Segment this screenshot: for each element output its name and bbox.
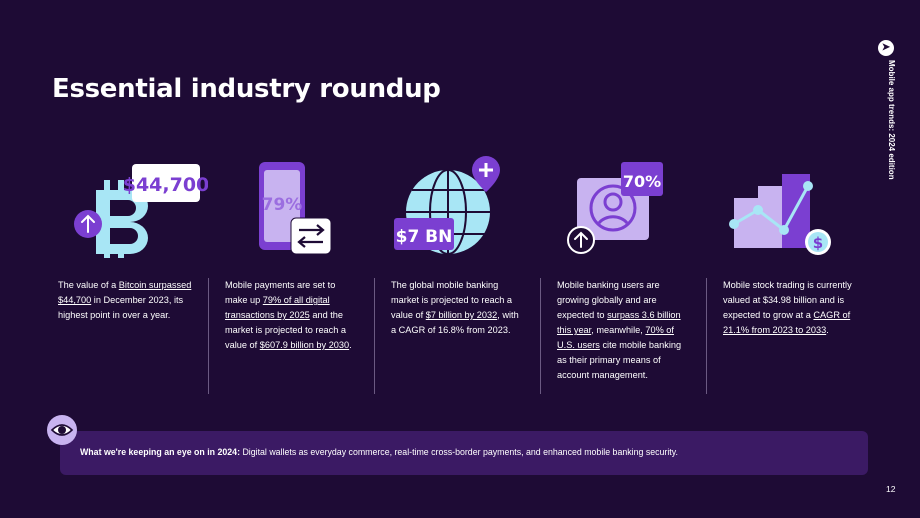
stat-text: The global mobile banking market is proj… <box>375 278 525 338</box>
mobile-percent-label: 79% <box>262 195 303 215</box>
stats-columns: The value of a Bitcoin surpassed $44,700… <box>42 278 876 394</box>
stat-text-segment: Mobile payments are set to make up <box>225 280 336 305</box>
stat-text: Mobile banking users are growing globall… <box>541 278 691 383</box>
bitcoin-price-label: $44,700 <box>123 174 208 196</box>
stat-link[interactable]: 70% of U.S. users <box>557 325 674 350</box>
stat-link[interactable]: $7 billion by 2032 <box>425 310 498 320</box>
watch-banner: What we're keeping an eye on in 2024: Di… <box>60 431 868 475</box>
page-title: Essential industry roundup <box>52 74 441 104</box>
stat-text-segment: Mobile stock trading is currently valued… <box>723 280 852 320</box>
stat-text-segment: cite mobile banking as their primary mea… <box>557 340 682 380</box>
stat-link[interactable]: surpass 3.6 billion this year <box>557 310 681 335</box>
stat-text-segment: The value of a <box>58 280 119 290</box>
stat-text-segment: and the market is projected to reach a v… <box>225 310 347 350</box>
globe-icon: $7 BN <box>394 156 500 255</box>
eye-icon <box>47 415 77 445</box>
globe-icon-group: $7 BN <box>392 154 504 258</box>
bitcoin-icon-group: $44,700 <box>68 160 209 260</box>
stat-text: Mobile stock trading is currently valued… <box>707 278 857 338</box>
stat-text-segment: . <box>349 340 352 350</box>
stat-text-segment: . <box>826 325 829 335</box>
page-number: 12 <box>886 484 896 494</box>
stat-text-segment: The global mobile banking market is proj… <box>391 280 513 320</box>
brand-logo-icon: ➤ <box>878 40 894 56</box>
stock-chart-icon: $ <box>729 174 831 255</box>
banner-text: What we're keeping an eye on in 2024: Di… <box>80 447 678 457</box>
stat-column: The value of a Bitcoin surpassed $44,700… <box>42 278 192 394</box>
stat-link[interactable]: Bitcoin surpassed $44,700 <box>58 280 192 305</box>
side-label: ➤ Mobile app trends: 2024 edition <box>878 40 898 210</box>
stat-text-segment: Mobile banking users are growing globall… <box>557 280 660 320</box>
stat-text-segment: , meanwhile, <box>591 325 646 335</box>
bitcoin-icon: $44,700 <box>74 164 209 258</box>
stat-column: Mobile banking users are growing globall… <box>540 278 691 394</box>
side-label-text: Mobile app trends: 2024 edition <box>887 60 896 180</box>
stat-column: The global mobile banking market is proj… <box>374 278 525 394</box>
global-value-label: $7 BN <box>396 227 453 247</box>
banner-body: Digital wallets as everyday commerce, re… <box>240 447 678 457</box>
stat-link[interactable]: 79% of all digital transactions by 2025 <box>225 295 330 320</box>
users-percent-label: 70% <box>623 172 661 191</box>
stat-column: Mobile stock trading is currently valued… <box>706 278 857 394</box>
stat-text: The value of a Bitcoin surpassed $44,700… <box>42 278 192 323</box>
stat-text-segment: in December 2023, its highest point in o… <box>58 295 184 320</box>
stat-link[interactable]: $607.9 billion by 2030 <box>259 340 350 350</box>
mobile-payment-icon-group: 79% <box>255 158 335 258</box>
stat-text-segment: , with a CAGR of 16.8% from 2023. <box>391 310 519 335</box>
user-icon-group: 70% <box>563 160 673 260</box>
user-profile-icon: 70% <box>567 162 663 254</box>
stat-text: Mobile payments are set to make up 79% o… <box>209 278 359 353</box>
stat-column: Mobile payments are set to make up 79% o… <box>208 278 359 394</box>
phone-icon: 79% <box>259 162 332 255</box>
stat-link[interactable]: CAGR of 21.1% from 2023 to 2033 <box>723 310 851 335</box>
stock-chart-icon-group: $ <box>722 168 840 260</box>
svg-text:$: $ <box>813 234 823 252</box>
banner-lead: What we're keeping an eye on in 2024: <box>80 447 240 457</box>
